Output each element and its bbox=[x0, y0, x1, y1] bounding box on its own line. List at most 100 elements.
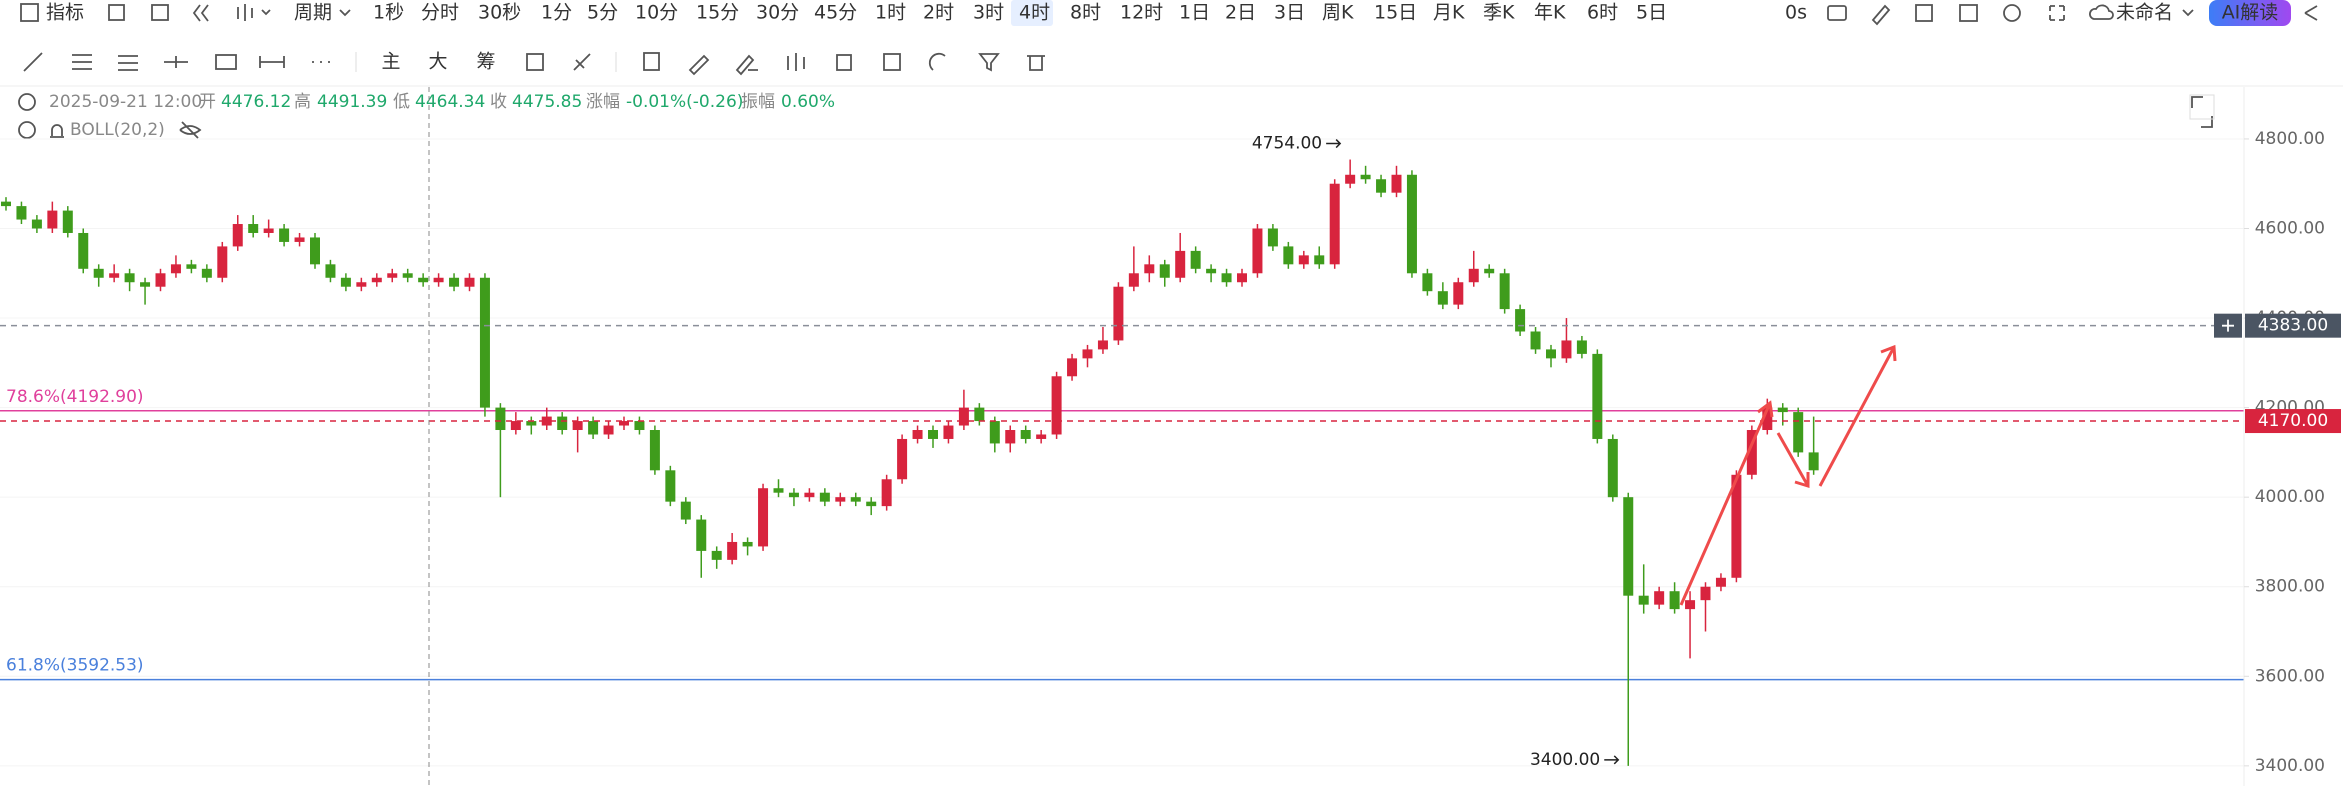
tool-icon[interactable] bbox=[928, 52, 946, 71]
tool-button[interactable]: 筹 bbox=[476, 51, 495, 73]
candle-body bbox=[866, 501, 877, 507]
candle-body bbox=[124, 273, 135, 283]
interval-tab[interactable]: 30分 bbox=[756, 2, 799, 24]
candle-body bbox=[989, 421, 1000, 444]
candle-body bbox=[1561, 340, 1572, 359]
interval-tab[interactable]: 8时 bbox=[1070, 2, 1101, 24]
candle-body bbox=[109, 273, 120, 278]
interval-tab[interactable]: 4时 bbox=[1019, 2, 1050, 24]
interval-tab[interactable]: 2日 bbox=[1225, 2, 1256, 24]
icon[interactable] bbox=[2182, 9, 2194, 17]
interval-tab[interactable]: 6时 bbox=[1587, 2, 1618, 24]
interval-tab[interactable]: 1日 bbox=[1179, 2, 1210, 24]
candle-body bbox=[1175, 250, 1186, 278]
trash-icon[interactable] bbox=[1027, 55, 1045, 71]
interval-tab[interactable]: 45分 bbox=[814, 2, 857, 24]
collapse-icon[interactable] bbox=[18, 93, 36, 111]
interval-tab[interactable]: 分时 bbox=[421, 2, 459, 24]
icon[interactable] bbox=[151, 4, 169, 21]
expand-icon[interactable] bbox=[2191, 96, 2213, 128]
rect-tool[interactable] bbox=[215, 54, 237, 70]
y-tick-label: 4800.00 bbox=[2255, 129, 2325, 149]
candle-body bbox=[1422, 273, 1433, 292]
candle-body bbox=[1376, 179, 1387, 193]
candle-body bbox=[1283, 246, 1294, 265]
tool-button[interactable]: 大 bbox=[428, 51, 447, 73]
indicator-label: 指标 bbox=[46, 2, 84, 24]
interval-tab[interactable]: 3日 bbox=[1274, 2, 1305, 24]
fullscreen-icon[interactable] bbox=[2049, 5, 2065, 21]
ray-tool[interactable] bbox=[164, 56, 188, 68]
candle-body bbox=[974, 407, 985, 422]
extreme-label: 4754.00 bbox=[1252, 134, 1322, 154]
candle-body bbox=[263, 228, 274, 233]
interval-tab[interactable]: 1时 bbox=[875, 2, 906, 24]
ai-button[interactable]: AI解读 bbox=[2209, 0, 2291, 26]
interval-tab[interactable]: 季K bbox=[1483, 2, 1515, 24]
draw-icon[interactable] bbox=[1871, 4, 1891, 26]
hide-icon[interactable] bbox=[179, 121, 202, 139]
interval-tab[interactable]: 10分 bbox=[635, 2, 678, 24]
interval-tab[interactable]: 5日 bbox=[1636, 2, 1667, 24]
candle-body bbox=[1082, 349, 1093, 359]
candle-body bbox=[1036, 434, 1047, 439]
candle-body bbox=[804, 492, 815, 498]
tool-button[interactable]: 主 bbox=[381, 51, 400, 73]
candle-body bbox=[1530, 331, 1541, 350]
interval-tab[interactable]: 15日 bbox=[1374, 2, 1417, 24]
interval-tab[interactable]: 月K bbox=[1433, 2, 1465, 24]
candle-body bbox=[1360, 174, 1371, 180]
candle-body bbox=[619, 421, 629, 426]
measure-tool[interactable] bbox=[259, 56, 285, 68]
candle-body bbox=[557, 416, 568, 431]
candle-body bbox=[31, 219, 42, 229]
tool-icon[interactable] bbox=[883, 53, 901, 71]
interval-tab[interactable]: 12时 bbox=[1120, 2, 1163, 24]
toolbar-icons bbox=[1827, 4, 2114, 26]
interval-tab[interactable]: 1分 bbox=[541, 2, 572, 24]
candle-body bbox=[402, 273, 413, 278]
layout-name[interactable]: 未命名 bbox=[2116, 2, 2173, 24]
icon[interactable] bbox=[108, 4, 125, 21]
ohlc-fields: 开 4476.12 高 4491.39 低 4464.34 收 4475.85 涨幅 -0.01%… bbox=[199, 92, 835, 112]
tool-icon[interactable] bbox=[526, 53, 544, 71]
y-tick-label: 3600.00 bbox=[2255, 666, 2325, 686]
hline-tool[interactable] bbox=[72, 54, 92, 70]
interval-tab[interactable]: 2时 bbox=[923, 2, 954, 24]
indicator-button[interactable]: 指标 bbox=[20, 2, 84, 24]
icon[interactable] bbox=[1959, 4, 1978, 22]
icon[interactable] bbox=[1915, 4, 1933, 22]
bell-icon[interactable] bbox=[50, 124, 64, 138]
interval-tab[interactable]: 15分 bbox=[696, 2, 739, 24]
line-tool[interactable] bbox=[23, 52, 43, 72]
interval-tab[interactable]: 3时 bbox=[973, 2, 1004, 24]
camera-icon[interactable] bbox=[1827, 5, 1847, 21]
share-icon[interactable] bbox=[2304, 5, 2318, 21]
tool-icon[interactable] bbox=[787, 53, 805, 71]
tool-icon[interactable] bbox=[688, 54, 710, 76]
tool-icon[interactable] bbox=[573, 53, 591, 71]
cloud-icon[interactable] bbox=[2089, 4, 2114, 20]
candle-body bbox=[140, 282, 151, 287]
candle-body bbox=[1484, 268, 1495, 274]
candle-body bbox=[510, 421, 521, 431]
tool-icon[interactable] bbox=[643, 52, 660, 71]
interval-tab[interactable]: 周K bbox=[1322, 2, 1354, 24]
expand-box[interactable] bbox=[2189, 94, 2215, 120]
period-button[interactable]: 周期 bbox=[294, 2, 351, 24]
interval-tab[interactable]: 1秒 bbox=[373, 2, 404, 24]
candle-body bbox=[1391, 174, 1402, 193]
interval-tab[interactable]: 年K bbox=[1534, 2, 1566, 24]
icon[interactable] bbox=[192, 4, 209, 22]
settings-icon[interactable] bbox=[2003, 4, 2021, 22]
collapse-icon[interactable] bbox=[18, 121, 36, 139]
tool-icon[interactable] bbox=[836, 54, 852, 71]
arrow bbox=[1776, 432, 1810, 489]
channel-tool[interactable] bbox=[118, 55, 138, 71]
candle-body bbox=[1406, 174, 1417, 274]
tool-icon[interactable] bbox=[735, 54, 758, 76]
filter-icon[interactable] bbox=[978, 53, 1000, 72]
icon[interactable] bbox=[237, 4, 271, 21]
interval-tab[interactable]: 30秒 bbox=[478, 2, 521, 24]
interval-tab[interactable]: 5分 bbox=[587, 2, 618, 24]
